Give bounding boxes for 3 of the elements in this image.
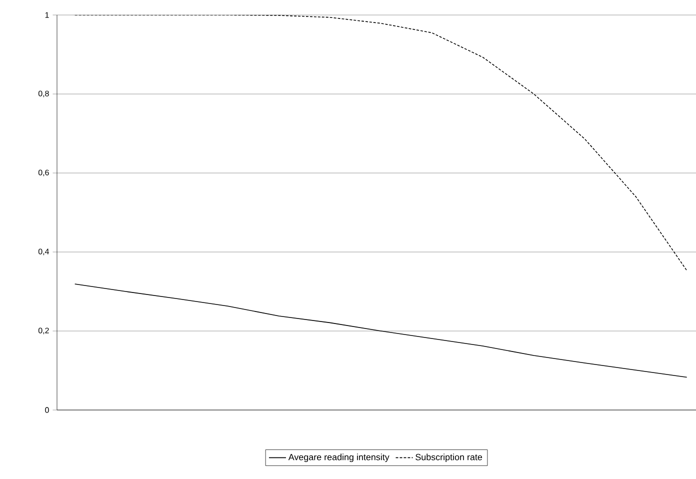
line-series [74,284,688,378]
legend-label: Avegare reading intensity [288,454,390,462]
legend-label: Subscription rate [416,454,482,462]
